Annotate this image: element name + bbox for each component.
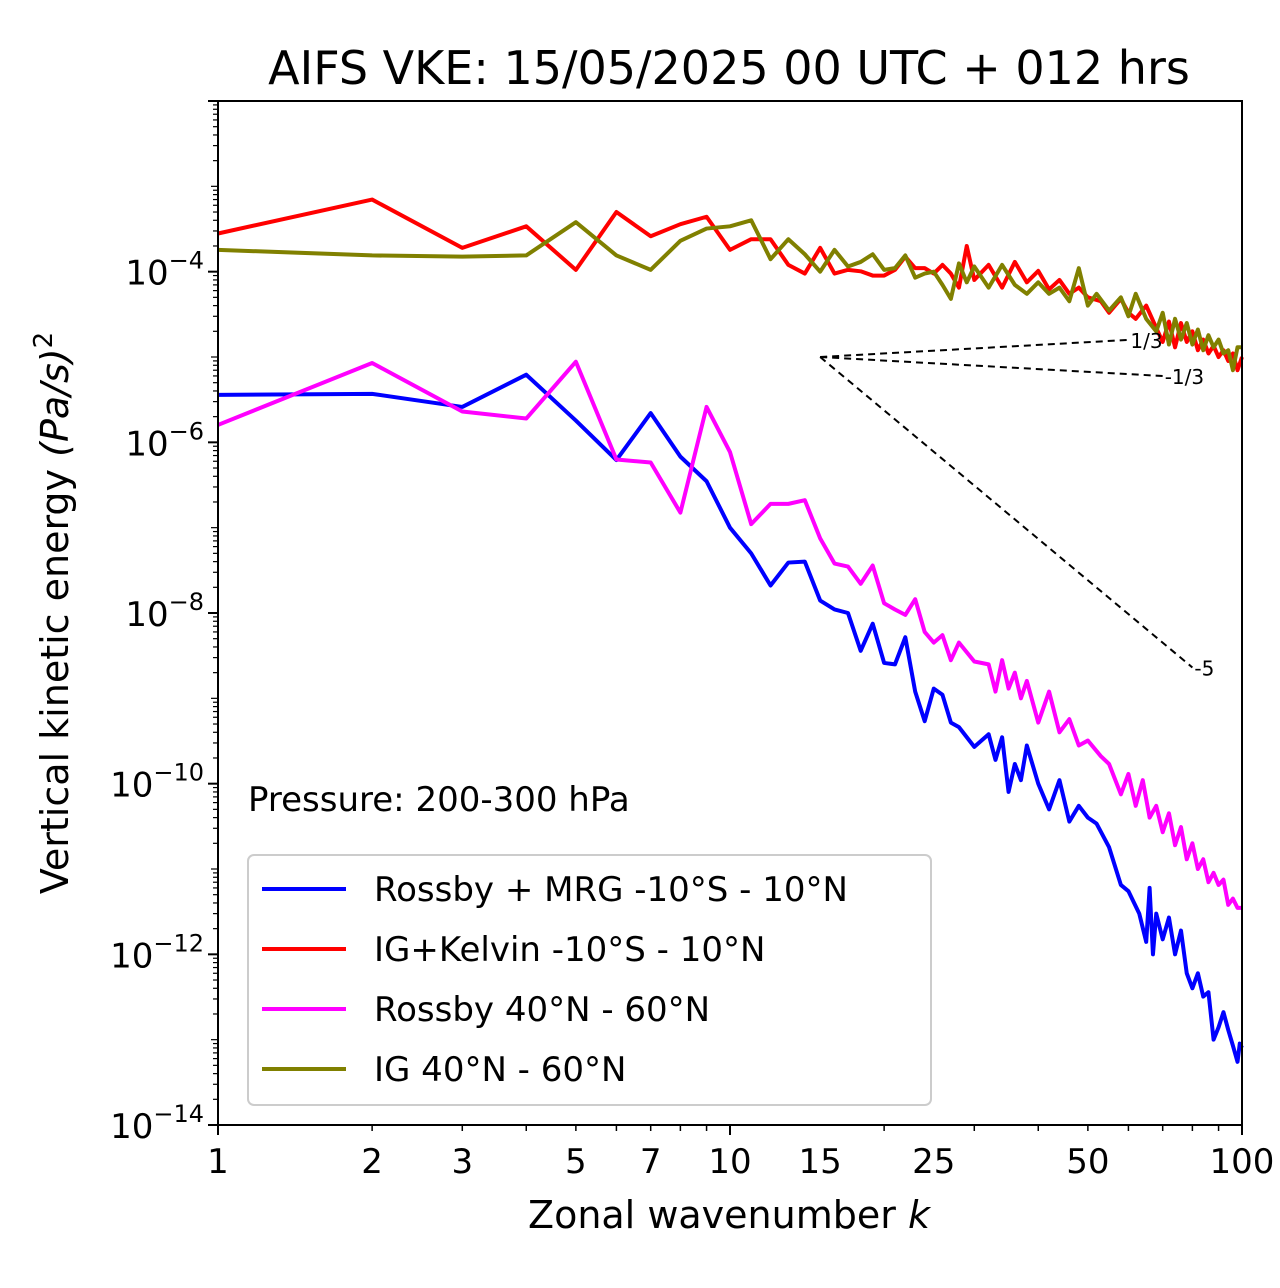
y-tick-exp: −14 (153, 1100, 204, 1128)
x-tick-label: 1 (207, 1142, 229, 1182)
slope-label-1: 1/3 (1130, 329, 1162, 353)
slope-line-2 (820, 356, 1163, 377)
reference-slopes: 1/3-1/3 -5 (819, 329, 1214, 680)
plot-frame (217, 100, 1243, 1126)
x-tick-label: 15 (799, 1142, 842, 1182)
y-tick-exp: −4 (169, 247, 204, 275)
series-line-1 (217, 372, 1244, 1064)
x-axis-label-var: k (908, 1193, 932, 1237)
y-axis-label-exp: 2 (29, 332, 59, 349)
slope-label-2: -1/3 (1165, 365, 1204, 389)
series-line-3 (217, 359, 1242, 910)
slope-label-3: -5 (1194, 656, 1214, 680)
pressure-annotation: Pressure: 200-300 hPa (248, 780, 630, 820)
x-axis-label-text: Zonal wavenumber (528, 1193, 896, 1237)
y-tick-label: 10−10 (110, 759, 204, 806)
x-tick-label: 50 (1066, 1142, 1109, 1182)
y-tick-label: 10−8 (125, 588, 204, 635)
y-tick-base: 10 (110, 1107, 153, 1147)
slope-line-3 (819, 356, 1194, 669)
y-tick-exp: −8 (169, 588, 204, 616)
y-tick-base: 10 (125, 254, 168, 294)
y-tick-base: 10 (110, 936, 153, 976)
y-tick-label: 10−6 (125, 417, 204, 464)
slope-line-1 (820, 338, 1129, 358)
y-tick-label: 10−4 (125, 247, 204, 294)
x-axis-label: Zonal wavenumber k (528, 1193, 932, 1237)
y-tick-label: 10−14 (110, 1100, 204, 1147)
y-axis-label: Vertical kinetic energy (Pa/s)2 (29, 332, 77, 894)
series-lines (217, 197, 1244, 1064)
y-tick-exp: −6 (169, 417, 204, 445)
y-tick-label: 10−12 (110, 929, 204, 976)
x-tick-label: 5 (565, 1142, 587, 1182)
y-tick-base: 10 (125, 595, 168, 635)
x-tick-labels: 1 2 3 5 7 10 15 25 50 100 (207, 1142, 1274, 1182)
legend: Rossby + MRG -10°S - 10°N IG+Kelvin -10°S… (247, 854, 932, 1106)
legend-label-3: Rossby 40°N - 60°N (374, 990, 710, 1030)
x-tick-label: 7 (640, 1142, 662, 1182)
legend-label-1: Rossby + MRG -10°S - 10°N (374, 870, 848, 910)
x-tick-label: 100 (1210, 1142, 1275, 1182)
legend-label-4: IG 40°N - 60°N (374, 1050, 626, 1090)
x-tick-label: 10 (708, 1142, 751, 1182)
x-tick-label: 25 (912, 1142, 955, 1182)
x-tick-label: 2 (361, 1142, 383, 1182)
x-tick-label: 3 (451, 1142, 473, 1182)
y-tick-base: 10 (110, 766, 153, 806)
y-tick-base: 10 (125, 424, 168, 464)
y-tick-exp: −10 (153, 759, 204, 787)
chart-title: AIFS VKE: 15/05/2025 00 UTC + 012 hrs (268, 41, 1190, 95)
y-tick-exp: −12 (153, 929, 204, 957)
y-axis-label-math: (Pa/s) (33, 348, 77, 456)
legend-label-2: IG+Kelvin -10°S - 10°N (374, 930, 765, 970)
series-line-4 (217, 218, 1242, 373)
y-axis-label-text: Vertical kinetic energy (33, 469, 77, 894)
legend-box (247, 854, 932, 1106)
